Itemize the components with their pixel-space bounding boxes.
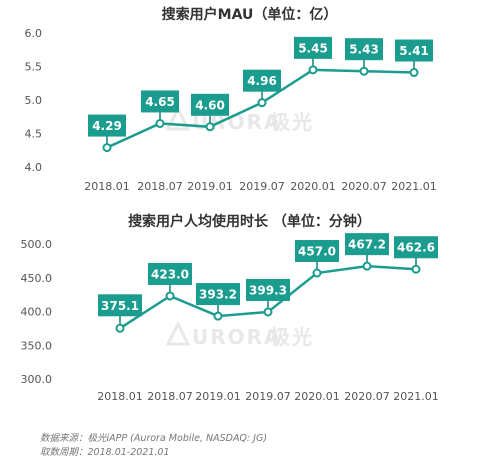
data-label: 375.1: [101, 299, 139, 313]
data-label-box: [141, 90, 179, 113]
data-period-note: 取数周期：2018.01-2021.01: [40, 447, 170, 458]
y-tick-label: 450.0: [21, 272, 53, 285]
data-label-box: [345, 233, 389, 256]
data-label-box: [88, 114, 126, 137]
data-label: 462.6: [397, 241, 435, 255]
data-label: 467.2: [348, 238, 386, 252]
y-tick-label: 4.5: [25, 128, 43, 141]
data-point: [213, 311, 223, 321]
y-tick-label: 300.0: [21, 373, 53, 386]
data-label: 393.2: [199, 288, 237, 302]
data-label: 4.60: [195, 98, 225, 112]
data-label: 4.96: [247, 74, 277, 88]
data-point: [257, 98, 267, 108]
data-point: [312, 268, 322, 278]
data-label: 5.45: [298, 41, 328, 55]
x-tick-label: 2018.07: [147, 390, 193, 403]
x-tick-label: 2020.01: [290, 180, 336, 193]
y-tick-label: 5.0: [25, 94, 43, 107]
x-tick-label: 2019.01: [195, 390, 241, 403]
x-tick-label: 2020.07: [341, 180, 387, 193]
data-label: 4.29: [92, 119, 122, 133]
x-tick-label: 2019.01: [187, 180, 233, 193]
chart-title-duration: 搜索用户人均使用时长 （单位：分钟）: [128, 214, 371, 230]
x-tick-label: 2021.01: [391, 180, 437, 193]
x-tick-label: 2020.07: [344, 390, 390, 403]
data-label-box: [246, 278, 290, 301]
data-label-box: [98, 294, 142, 317]
y-tick-label: 400.0: [21, 306, 53, 319]
x-tick-label: 2018.01: [84, 180, 130, 193]
x-tick-label: 2019.07: [245, 390, 291, 403]
data-label: 423.0: [151, 267, 189, 281]
data-point: [102, 143, 112, 153]
x-tick-label: 2018.01: [97, 390, 143, 403]
data-point: [411, 264, 421, 274]
data-label: 457.0: [298, 245, 336, 259]
data-label-box: [191, 93, 229, 116]
data-source-note: 数据来源：极光iAPP (Aurora Mobile, NASDAQ: JG): [40, 433, 268, 444]
data-label-box: [395, 39, 433, 62]
watermark-cn: 极光: [270, 110, 314, 134]
data-point: [362, 261, 372, 271]
data-label: 4.65: [145, 95, 175, 109]
data-label-box: [243, 69, 281, 92]
triangle-logo-icon: [165, 105, 191, 131]
data-label: 5.43: [349, 43, 379, 57]
data-point: [263, 307, 273, 317]
x-tick-label: 2021.01: [393, 390, 439, 403]
data-point: [115, 323, 125, 333]
x-tick-label: 2018.07: [137, 180, 183, 193]
watermark-cn: 极光: [270, 325, 314, 349]
data-label-box: [295, 240, 339, 263]
data-label: 399.3: [249, 283, 287, 297]
watermark-brand: URORA: [192, 325, 282, 349]
y-tick-label: 4.0: [25, 161, 43, 174]
y-tick-label: 350.0: [21, 339, 53, 352]
data-point: [165, 291, 175, 301]
data-point: [409, 68, 419, 78]
data-label-box: [345, 38, 383, 61]
chart-title-mau: 搜索用户MAU（单位：亿）: [161, 7, 338, 23]
y-tick-label: 6.0: [25, 27, 43, 40]
y-tick-label: 500.0: [21, 238, 53, 251]
data-point: [308, 65, 318, 75]
data-label-box: [394, 236, 438, 259]
data-point: [205, 122, 215, 132]
y-tick-label: 5.5: [25, 61, 43, 74]
x-tick-label: 2019.07: [239, 180, 285, 193]
data-label: 5.41: [399, 44, 429, 58]
data-label-box: [196, 283, 240, 306]
data-label-box: [294, 36, 332, 59]
data-point: [359, 66, 369, 76]
x-tick-label: 2020.01: [294, 390, 340, 403]
data-label-box: [148, 262, 192, 285]
triangle-logo-icon: [165, 320, 191, 346]
data-point: [155, 118, 165, 128]
